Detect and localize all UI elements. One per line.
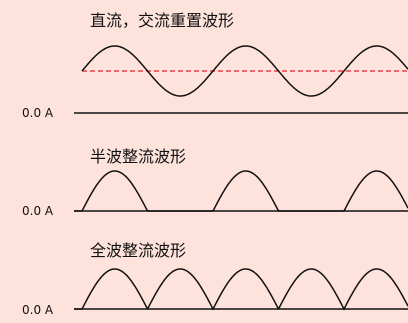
panel-2-title: 半波整流波形 <box>90 147 186 166</box>
full-wave-rectified-wave <box>74 268 408 311</box>
panel-3-zero-label: 0.0 A <box>22 303 54 317</box>
panel-1-title: 直流，交流重置波形 <box>90 11 234 30</box>
panel-3-title: 全波整流波形 <box>90 241 186 260</box>
dc-ac-sine-wave <box>81 45 408 97</box>
panel-1-zero-label: 0.0 A <box>22 106 54 120</box>
panel-2-zero-label: 0.0 A <box>22 204 54 218</box>
half-wave-rectified-wave <box>74 170 408 212</box>
